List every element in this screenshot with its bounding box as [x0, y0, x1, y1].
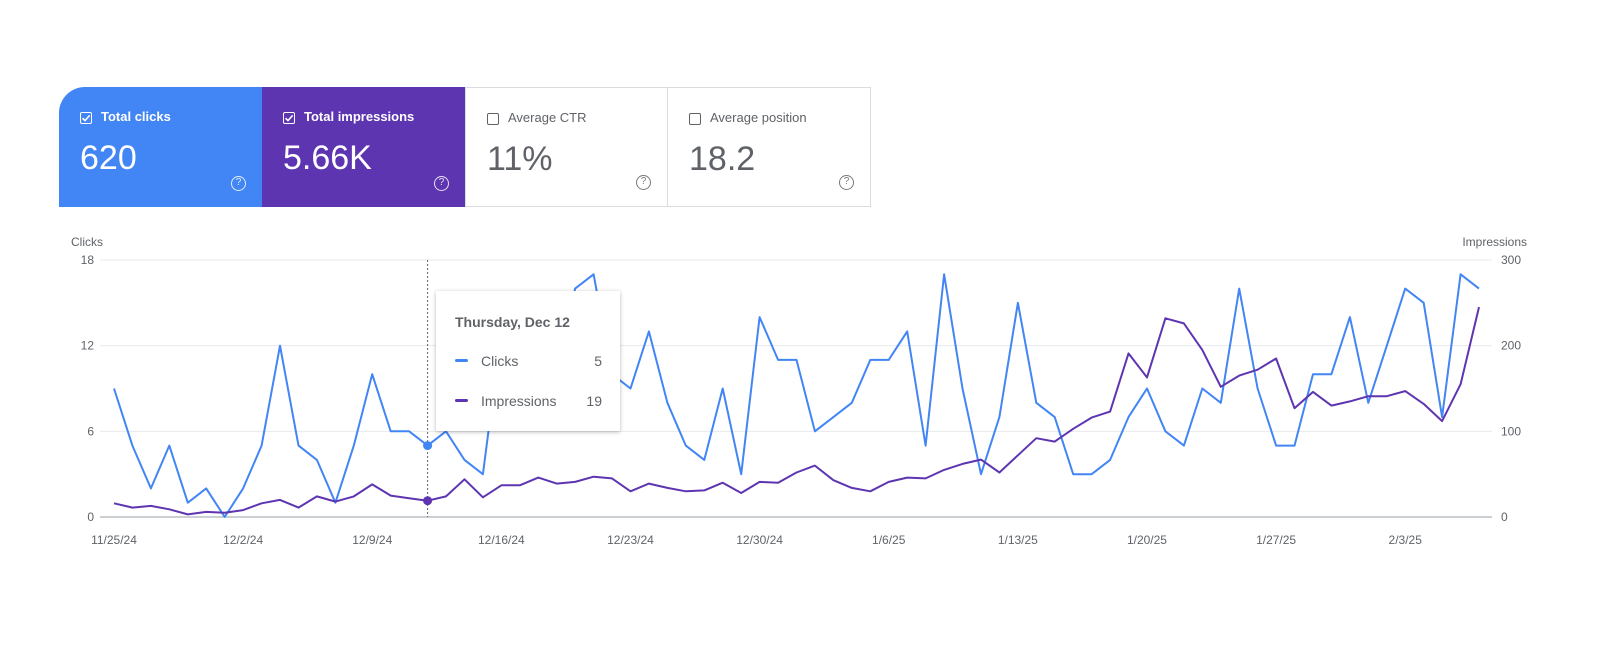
tooltip-series-name: Clicks: [481, 353, 519, 369]
chart-tooltip: Thursday, Dec 12 Clicks 5 Impressions 19: [436, 291, 620, 431]
x-tick-label: 12/2/24: [223, 533, 263, 547]
total-clicks-value: 620: [80, 139, 137, 177]
y-tick-left-label: 6: [87, 424, 94, 438]
hover-markers: [423, 441, 433, 506]
hover-point-clicks: [423, 441, 433, 451]
checkbox-checked-icon[interactable]: [283, 112, 295, 124]
x-tick-label: 2/3/25: [1389, 533, 1423, 547]
x-tick-label: 1/13/25: [998, 533, 1038, 547]
metric-cards: Total clicks 620 ? Total impressions 5.6…: [59, 87, 871, 207]
tooltip-series-value: 5: [594, 353, 602, 369]
y-tick-left-label: 18: [81, 253, 95, 267]
y-tick-left-label: 12: [81, 339, 95, 353]
x-tick-label: 1/20/25: [1127, 533, 1167, 547]
y-tick-right-label: 0: [1501, 510, 1508, 524]
help-icon[interactable]: ?: [231, 176, 246, 191]
tooltip-series-name: Impressions: [481, 393, 557, 409]
tooltip-row-clicks: Clicks 5: [455, 353, 602, 371]
total-clicks-card[interactable]: Total clicks 620 ?: [59, 87, 262, 207]
average-ctr-value: 11%: [487, 140, 553, 178]
average-position-card[interactable]: Average position 18.2 ?: [668, 87, 871, 207]
tooltip-row-impressions: Impressions 19: [455, 393, 602, 411]
hover-point-impressions: [423, 496, 433, 506]
tooltip-title: Thursday, Dec 12: [455, 314, 570, 330]
total-impressions-value: 5.66K: [283, 139, 372, 177]
series-lines: [113, 273, 1480, 518]
x-tick-label: 12/30/24: [736, 533, 783, 547]
x-tick-label: 12/23/24: [607, 533, 654, 547]
gridlines: [100, 259, 1492, 518]
legend-swatch-icon: [455, 359, 468, 362]
average-ctr-card[interactable]: Average CTR 11% ?: [465, 87, 668, 207]
help-icon[interactable]: ?: [434, 176, 449, 191]
y-tick-left-label: 0: [87, 510, 94, 524]
y-ticks-right: 0 100 200 300: [1501, 253, 1521, 524]
help-icon[interactable]: ?: [839, 175, 854, 190]
average-position-value: 18.2: [689, 140, 756, 178]
x-tick-label: 12/9/24: [352, 533, 392, 547]
y-tick-right-label: 100: [1501, 424, 1521, 438]
checkbox-unchecked-icon[interactable]: [689, 113, 701, 125]
x-tick-label: 1/27/25: [1256, 533, 1296, 547]
series-line-clicks: [113, 273, 1480, 518]
total-clicks-label: Total clicks: [101, 109, 171, 124]
x-tick-label: 11/25/24: [91, 533, 137, 547]
tooltip-series-value: 19: [586, 393, 602, 409]
y-tick-right-label: 300: [1501, 253, 1521, 267]
checkbox-checked-icon[interactable]: [80, 112, 92, 124]
y-axis-right-title: Impressions: [1462, 235, 1527, 249]
x-tick-label: 12/16/24: [478, 533, 525, 547]
average-ctr-label: Average CTR: [508, 110, 587, 125]
y-tick-right-label: 200: [1501, 339, 1521, 353]
average-position-label: Average position: [710, 110, 807, 125]
x-ticks: 11/25/24 12/2/24 12/9/24 12/16/24 12/23/24 12…: [91, 533, 1422, 547]
x-tick-label: 1/6/25: [872, 533, 906, 547]
y-ticks-left: 0 6 12 18: [81, 253, 95, 524]
checkbox-unchecked-icon[interactable]: [487, 113, 499, 125]
y-axis-left-title: Clicks: [71, 235, 103, 249]
help-icon[interactable]: ?: [636, 175, 651, 190]
series-line-impressions: [113, 306, 1480, 516]
legend-swatch-icon: [455, 399, 468, 402]
total-impressions-card[interactable]: Total impressions 5.66K ?: [262, 87, 465, 207]
total-impressions-label: Total impressions: [304, 109, 415, 124]
